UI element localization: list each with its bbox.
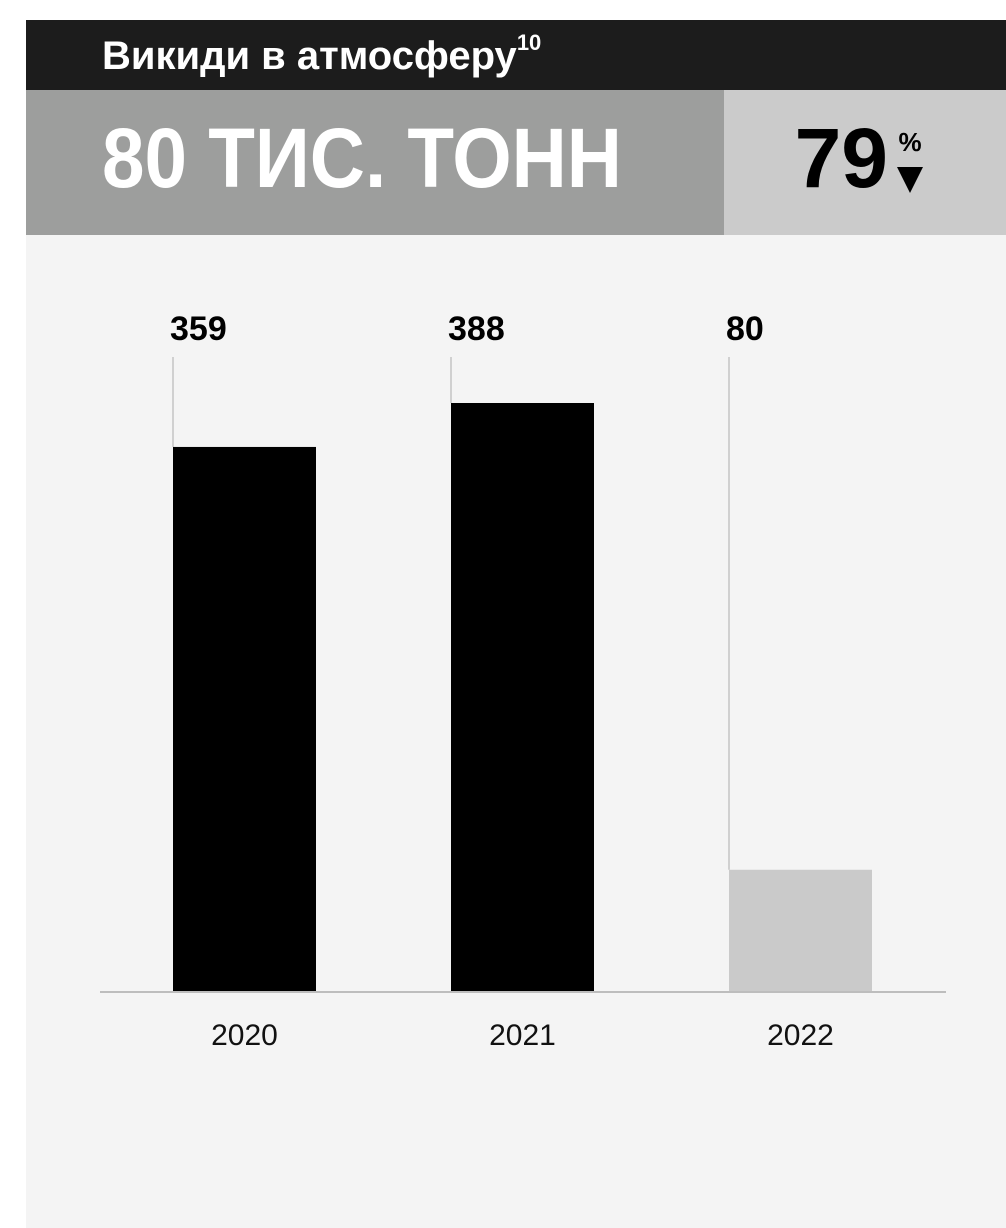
title: Викиди в атмосферу10: [102, 30, 541, 78]
value-label: 359: [170, 310, 227, 348]
bar: [451, 403, 594, 991]
change-value: 79: [795, 111, 888, 205]
footnote-ref: 10: [517, 30, 541, 55]
x-tick-label: 2021: [489, 1019, 556, 1052]
bar: [173, 446, 316, 991]
x-tick-label: 2022: [767, 1019, 834, 1052]
value-label: 80: [726, 310, 764, 348]
change-unit: %: [898, 127, 921, 157]
headline-band: [26, 90, 724, 235]
x-tick-label: 2020: [211, 1019, 278, 1052]
headline: 80 ТИС. ТОНН: [102, 111, 622, 205]
down-arrow: [897, 167, 923, 193]
bar: [729, 869, 872, 991]
title-bar: [26, 20, 1006, 90]
title-text: Викиди в атмосферу: [102, 34, 518, 78]
change-band: [724, 90, 1006, 235]
value-label: 388: [448, 310, 505, 348]
